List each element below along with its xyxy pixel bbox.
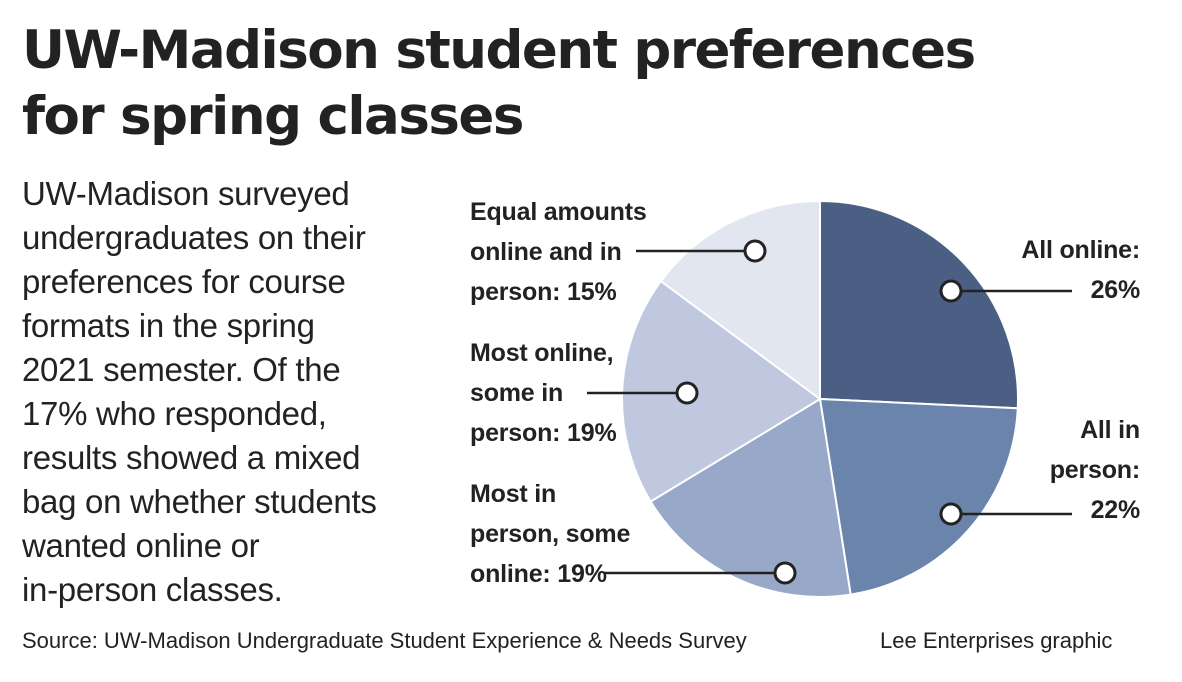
slice-label-line: All in — [1080, 416, 1140, 444]
description-line: preferences for course — [22, 263, 346, 300]
pie-slice — [819, 199, 1019, 410]
description-line: undergraduates on their — [22, 219, 366, 256]
slice-label-equal-amounts: Equal amounts online and in person: 15% — [470, 192, 670, 312]
chart-title-line: UW-Madison student preferences — [22, 20, 976, 81]
slice-value-label: 19% — [567, 419, 617, 447]
leader-dot — [939, 279, 963, 303]
slice-value-label: 26% — [1090, 276, 1141, 304]
description-line: wanted online or — [22, 527, 260, 564]
pie-slice — [621, 279, 822, 503]
slice-label-most-in-person: Most in person, some online: 19% — [470, 474, 670, 594]
slice-label-line: person: — [1049, 456, 1140, 484]
leader-dot — [773, 561, 797, 585]
slice-label-line: some in — [470, 379, 564, 407]
slice-label-line: person: — [470, 278, 561, 306]
description-line: formats in the spring — [22, 307, 315, 344]
leader-dot — [939, 502, 963, 526]
slice-label-line: person, some — [470, 520, 631, 548]
source-note: Source: UW-Madison Undergraduate Student… — [22, 628, 747, 653]
slice-label-all-in-person: All in person: 22% — [960, 410, 1140, 530]
leader-dot — [675, 381, 699, 405]
description-line: 17% who responded, — [22, 395, 327, 432]
slice-label-most-online: Most online, some in person: 19% — [470, 333, 670, 453]
chart-title-line: for spring classes — [22, 86, 524, 147]
slice-label-line: online: — [470, 560, 551, 588]
pie-slice — [649, 397, 852, 598]
leader-dot — [743, 239, 767, 263]
slice-value-label: 22% — [1090, 496, 1141, 524]
slice-label-line: online and in — [470, 238, 622, 266]
slice-value-label: 15% — [567, 278, 617, 306]
slice-label-line: Equal amounts — [470, 198, 647, 226]
slice-label-line: All online: — [1021, 236, 1140, 264]
slice-value-label: 19% — [557, 560, 607, 588]
slice-label-all-online: All online: 26% — [960, 230, 1140, 310]
slice-label-line: Most in — [470, 480, 557, 508]
description-line: 2021 semester. Of the — [22, 351, 341, 388]
chart-description: UW-Madison surveyed undergraduates on th… — [22, 172, 442, 612]
description-line: bag on whether students — [22, 483, 377, 520]
chart-title: UW-Madison student preferences for sprin… — [22, 18, 1022, 150]
credit-note: Lee Enterprises graphic — [880, 628, 1113, 653]
description-line: UW-Madison surveyed — [22, 175, 350, 212]
slice-label-line: person: — [470, 419, 561, 447]
pie-slice — [818, 397, 1019, 596]
description-line: results showed a mixed — [22, 439, 361, 476]
description-line: in-person classes. — [22, 571, 283, 608]
slice-label-line: Most online, — [470, 339, 614, 367]
